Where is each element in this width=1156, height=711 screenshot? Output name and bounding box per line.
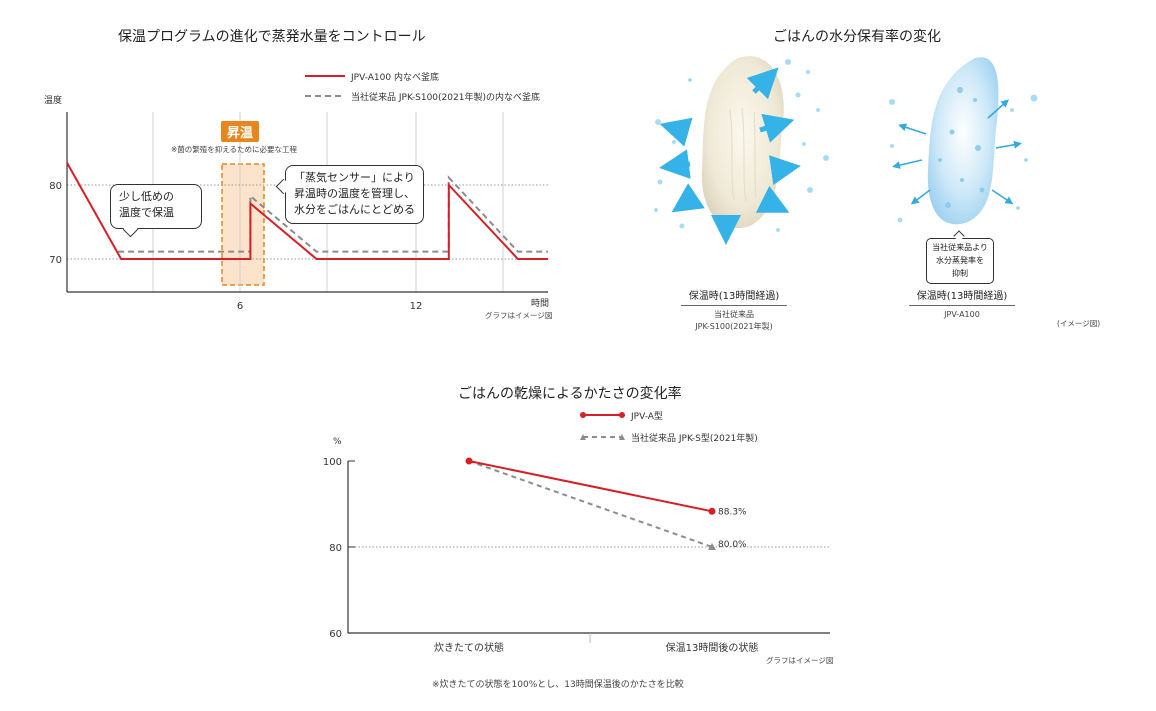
callout-right-line3: 水分をごはんにとどめる [294, 203, 415, 216]
series-line-new [66, 162, 548, 260]
callout-right-line2: 昇温時の温度を管理し、 [294, 187, 415, 200]
legend3-marker-new [619, 412, 625, 418]
y-tick-80: 80 [49, 181, 62, 192]
series3-line-new [468, 460, 713, 513]
rise-note: ※菌の繁殖を抑えるために必要な工程 [171, 144, 298, 154]
rice-callout: 当社従来品より 水分蒸発率を 抑制 [926, 238, 994, 284]
chart3-title: ごはんの乾燥によるかたさの変化率 [458, 386, 682, 402]
chart1-svg: JPV-A100 内なべ釜底 当社従来品 JPK-S100(2021年製)の内な… [44, 71, 552, 320]
rice-label-right: 保温時(13時間経過) JPV-A100 [900, 287, 1024, 321]
rise-badge: 昇温 [221, 121, 260, 142]
chart3-footnote: ※炊きたての状態を100%とし、13時間保温後のかたさを比較 [432, 680, 684, 690]
callout-right-line1: 「蒸気センサー」により [294, 171, 415, 184]
rice-label-right-title: 保温時(13時間経過) [916, 291, 1008, 302]
callout-right: 「蒸気センサー」により 昇温時の温度を管理し、 水分をごはんにとどめる [285, 165, 424, 224]
rice-grain-left-lines [729, 107, 757, 203]
rice-label-left-sub2: JPK-S100(2021年製) [695, 322, 773, 331]
x-tick-12: 12 [410, 301, 423, 312]
value-label-new: 88.3% [718, 507, 747, 517]
legend3-label-old: 当社従来品 JPK-S型(2021年製) [631, 432, 758, 444]
droplets-left [654, 59, 829, 232]
legend3-marker-old [619, 434, 625, 440]
rice-label-right-sub: JPV-A100 [944, 310, 980, 319]
rice-callout-line3: 抑制 [952, 269, 968, 278]
y-tick-70: 70 [49, 255, 62, 266]
y3-tick-80: 80 [329, 543, 342, 554]
series3-line-old [468, 460, 713, 548]
rice-grain-right [927, 57, 999, 225]
x3-category-1: 炊きたての状態 [434, 641, 504, 654]
chart1-note: グラフはイメージ図 [485, 310, 552, 320]
rice-label-right-rule [909, 305, 1015, 306]
x3-category-2: 保温13時間後の状態 [666, 641, 759, 654]
chart3-svg: JPV-A型 当社従来品 JPK-S型(2021年製) % 100 80 60 … [323, 411, 833, 665]
evaporation-arrows-left [659, 67, 801, 245]
rice-callout-line1: 当社従来品より [932, 243, 988, 252]
callout-left-line2: 温度で保温 [119, 206, 174, 219]
chart1-title: 保温プログラムの進化で蒸発水量をコントロール [118, 29, 426, 45]
section2-title: ごはんの水分保有率の変化 [773, 29, 941, 45]
y-axis-label: 温度 [44, 94, 62, 106]
rice-callout-line2: 水分蒸発率を [936, 256, 984, 265]
rise-region [221, 163, 265, 286]
legend3-label-new: JPV-A型 [630, 411, 663, 422]
series3-point-start [465, 457, 473, 465]
legend-label-new: JPV-A100 内なべ釜底 [350, 71, 439, 83]
rice-grain-right-dots [938, 87, 985, 208]
x-tick-6: 6 [237, 301, 243, 312]
legend-label-old: 当社従来品 JPK-S100(2021年製)の内なべ釜底 [351, 91, 540, 103]
x-axis-label: 時間 [531, 298, 549, 309]
y3-tick-100: 100 [323, 457, 342, 468]
evaporation-arrows-right [892, 99, 1022, 205]
callout-left: 少し低めの 温度で保温 [110, 184, 202, 229]
rice-illustration [654, 56, 1038, 245]
y3-axis-label: % [333, 437, 342, 447]
chart3-note: グラフはイメージ図 [766, 655, 833, 665]
series3-point-old-end [708, 543, 716, 550]
series3-point-new-end [708, 507, 716, 515]
rice-label-left-title: 保温時(13時間経過) [688, 291, 780, 302]
value-label-old: 80.0% [718, 540, 747, 550]
section2-note: (イメージ図) [1057, 319, 1101, 328]
y3-tick-60: 60 [329, 629, 342, 640]
legend3-marker-new [580, 412, 586, 418]
rice-label-left: 保温時(13時間経過) 当社従来品 JPK-S100(2021年製) [672, 287, 796, 333]
rice-label-left-rule [681, 305, 787, 306]
callout-left-line1: 少し低めの [119, 190, 174, 203]
legend3-marker-old [580, 434, 586, 440]
droplets-right [889, 94, 1038, 223]
rice-label-left-sub1: 当社従来品 [714, 310, 754, 319]
